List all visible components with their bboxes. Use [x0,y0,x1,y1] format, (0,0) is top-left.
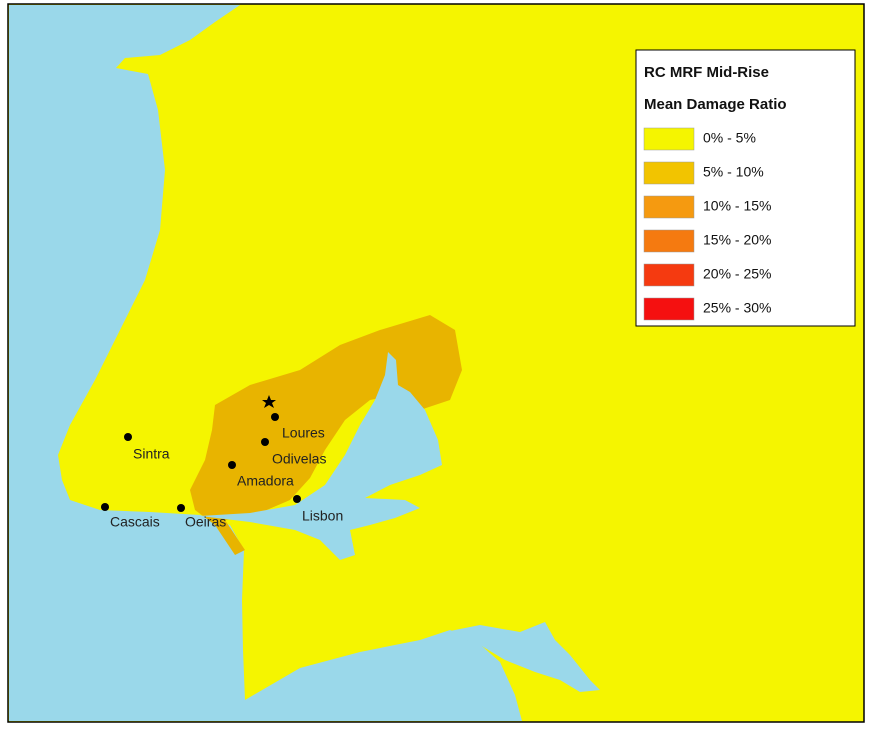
legend-swatch [643,229,695,253]
legend-swatch [643,127,695,151]
city-dot [124,433,132,441]
city-label: Lisbon [302,508,343,524]
tagus-estuary [200,352,442,560]
legend-swatch [643,297,695,321]
legend-label: 0% - 5% [703,130,756,146]
city-label: Amadora [237,473,294,489]
legend-label: 5% - 10% [703,164,764,180]
legend-swatch [643,263,695,287]
legend: RC MRF Mid-Rise Mean Damage Ratio 0% - 5% 5… [635,49,856,327]
city-label: Oeiras [185,514,226,530]
legend-label: 20% - 25% [703,266,771,282]
legend-swatch [643,195,695,219]
city-dot [177,504,185,512]
sado-estuary [445,622,600,692]
legend-swatch [643,161,695,185]
city-dot [101,503,109,511]
city-dot [293,495,301,503]
city-dot [271,413,279,421]
city-dot [261,438,269,446]
legend-label: 15% - 20% [703,232,771,248]
legend-title: Mean Damage Ratio [644,96,787,113]
city-label: Cascais [110,514,160,530]
legend-label: 25% - 30% [703,300,771,316]
city-label: Loures [282,425,325,441]
legend-title: RC MRF Mid-Rise [644,64,769,81]
city-dot [228,461,236,469]
city-label: Odivelas [272,451,326,467]
legend-label: 10% - 15% [703,198,771,214]
star-epicenter [262,395,276,408]
ocean [9,5,522,721]
city-label: Sintra [133,446,170,462]
cities: Sintra Loures Odivelas Amadora Lisbon Cascais… [101,413,343,530]
